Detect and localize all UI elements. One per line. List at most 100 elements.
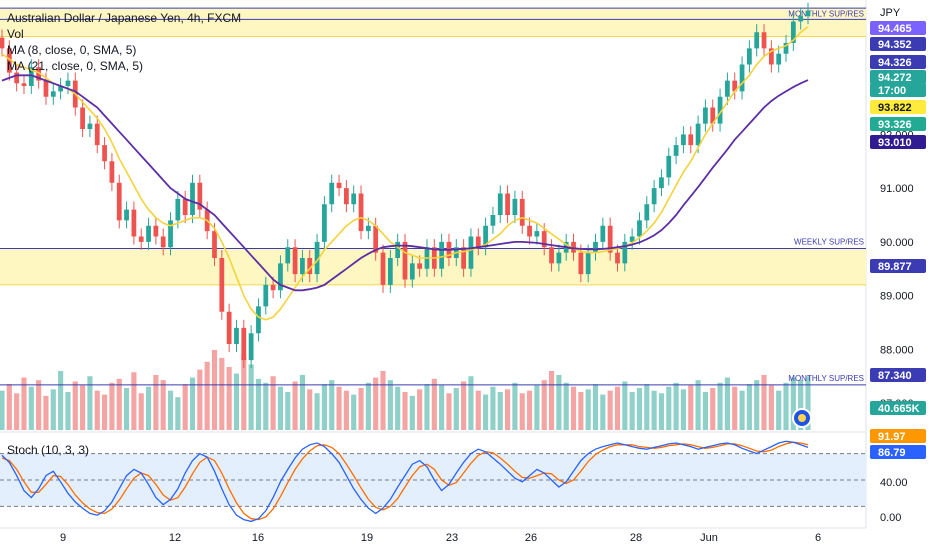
volume-bar bbox=[277, 386, 284, 430]
candle-body bbox=[768, 48, 774, 65]
volume-bar bbox=[87, 376, 93, 430]
candle-body bbox=[300, 258, 305, 275]
volume-bar bbox=[592, 384, 599, 430]
volume-bar bbox=[695, 380, 701, 430]
ma-fast-line bbox=[1, 26, 809, 321]
volume-bar bbox=[145, 386, 152, 430]
price-badge bbox=[870, 445, 926, 459]
price-tick-label: 91.000 bbox=[880, 183, 914, 195]
candle-body bbox=[409, 263, 415, 280]
volume-bar bbox=[497, 391, 503, 430]
volume-bar bbox=[512, 382, 518, 430]
candle-body bbox=[197, 182, 203, 210]
candle-body bbox=[190, 182, 195, 215]
volume-bar bbox=[761, 374, 767, 430]
volume-bar bbox=[651, 390, 657, 430]
candle-body bbox=[739, 64, 745, 92]
candle-body bbox=[585, 252, 591, 275]
candle-body bbox=[732, 80, 738, 92]
chart-title: Australian Dollar / Japanese Yen, 4h, FX… bbox=[7, 11, 242, 25]
level-annotation: MONTHLY SUP/RES bbox=[788, 9, 864, 18]
volume-bar bbox=[790, 377, 796, 430]
candle-body bbox=[593, 241, 598, 253]
volume-bar bbox=[702, 391, 708, 430]
candle-body bbox=[285, 247, 291, 264]
time-tick-label: 6 bbox=[815, 532, 821, 544]
volume-bar bbox=[160, 380, 166, 430]
price-badge-text: 94.352 bbox=[878, 39, 912, 51]
stoch-k-line bbox=[1, 440, 809, 523]
candle-body bbox=[439, 241, 445, 269]
candle-body bbox=[387, 258, 393, 285]
price-badge bbox=[870, 117, 926, 131]
volume-bar bbox=[131, 372, 137, 430]
volume-bar bbox=[483, 394, 489, 430]
candle-body bbox=[747, 48, 752, 65]
volume-bar bbox=[241, 353, 247, 430]
price-badge-text: 86.79 bbox=[878, 447, 906, 459]
candle-body bbox=[6, 48, 12, 73]
volume-bar bbox=[307, 389, 313, 430]
volume-bar bbox=[424, 384, 430, 430]
volume-bar bbox=[409, 395, 415, 430]
volume-bar bbox=[776, 390, 782, 430]
candle-body bbox=[43, 80, 49, 97]
candle-body bbox=[549, 247, 554, 264]
volume-bar bbox=[167, 390, 174, 430]
candle-body bbox=[36, 67, 42, 81]
candle-body bbox=[497, 193, 503, 215]
candle-body bbox=[417, 263, 423, 269]
candle-body bbox=[138, 236, 144, 242]
volume-bar bbox=[468, 376, 474, 430]
volume-bar bbox=[578, 391, 584, 430]
price-badge-text: 94.465 bbox=[878, 23, 912, 35]
candle-body bbox=[571, 241, 576, 253]
candle-body bbox=[490, 215, 496, 226]
volume-bar bbox=[65, 391, 71, 430]
volume-bar bbox=[505, 389, 511, 430]
candle-body bbox=[666, 155, 672, 178]
price-badge-text: 94.272 bbox=[878, 72, 912, 84]
time-tick-label: 16 bbox=[252, 532, 264, 544]
volume-bar bbox=[6, 384, 12, 430]
candle-body bbox=[322, 204, 327, 242]
candle-body bbox=[248, 333, 254, 361]
volume-bar bbox=[680, 389, 687, 430]
candle-body bbox=[527, 225, 532, 237]
candle-body bbox=[461, 247, 466, 269]
time-tick-label: 23 bbox=[446, 532, 458, 544]
candle-body bbox=[146, 225, 151, 242]
candle-body bbox=[270, 284, 276, 291]
volume-bar bbox=[614, 386, 621, 430]
candle-body bbox=[102, 145, 107, 162]
volume-bar bbox=[380, 370, 386, 430]
volume-bar bbox=[329, 380, 335, 430]
price-badge bbox=[870, 100, 926, 114]
volume-bar bbox=[138, 393, 144, 430]
price-badge-text: 17:00 bbox=[878, 85, 906, 97]
volume-bar bbox=[439, 385, 445, 430]
volume-bar bbox=[0, 390, 5, 430]
price-badge bbox=[870, 70, 926, 84]
volume-bar bbox=[732, 386, 738, 430]
candle-body bbox=[219, 258, 225, 312]
candle-body bbox=[314, 241, 320, 275]
volume-bar bbox=[50, 389, 56, 430]
candle-body bbox=[109, 161, 115, 183]
volume-bar bbox=[717, 382, 723, 430]
candle-body bbox=[131, 209, 137, 237]
candle-body bbox=[637, 220, 642, 237]
candle-body bbox=[622, 241, 628, 264]
volume-bar bbox=[688, 385, 694, 430]
volume-bar bbox=[336, 386, 342, 430]
volume-bar bbox=[226, 367, 232, 430]
price-tick-label: 88.000 bbox=[880, 344, 914, 356]
candle-body bbox=[160, 236, 166, 248]
volume-bar bbox=[109, 382, 115, 430]
volume-bar bbox=[182, 384, 188, 430]
volume-bar bbox=[754, 380, 760, 430]
volume-bar bbox=[36, 380, 42, 430]
time-tick-label: 9 bbox=[60, 532, 66, 544]
candle-body bbox=[182, 198, 188, 215]
